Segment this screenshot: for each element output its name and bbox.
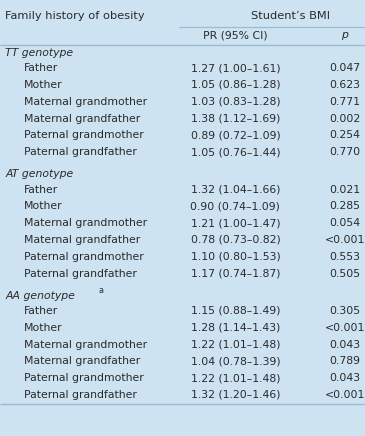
Text: <0.001: <0.001 (325, 323, 365, 333)
Text: Father: Father (24, 306, 58, 316)
Text: 0.771: 0.771 (330, 97, 360, 107)
Text: 0.021: 0.021 (329, 184, 361, 194)
Text: 0.770: 0.770 (329, 147, 361, 157)
Text: <0.001: <0.001 (325, 235, 365, 245)
Text: TT genotype: TT genotype (5, 48, 74, 58)
Text: AA genotype: AA genotype (5, 290, 75, 300)
Text: 0.90 (0.74–1.09): 0.90 (0.74–1.09) (191, 201, 280, 211)
Text: 1.03 (0.83–1.28): 1.03 (0.83–1.28) (191, 97, 280, 107)
Text: Paternal grandmother: Paternal grandmother (24, 252, 143, 262)
Text: Maternal grandmother: Maternal grandmother (24, 97, 147, 107)
Text: Maternal grandmother: Maternal grandmother (24, 340, 147, 350)
Text: 0.054: 0.054 (329, 218, 361, 228)
Text: Paternal grandfather: Paternal grandfather (24, 390, 137, 400)
Text: Maternal grandfather: Maternal grandfather (24, 356, 140, 366)
Text: Paternal grandmother: Paternal grandmother (24, 373, 143, 383)
Text: PR (95% CI): PR (95% CI) (203, 30, 268, 40)
Text: 0.553: 0.553 (330, 252, 360, 262)
Text: 0.89 (0.72–1.09): 0.89 (0.72–1.09) (191, 130, 280, 140)
Text: 0.789: 0.789 (330, 356, 360, 366)
Text: Paternal grandfather: Paternal grandfather (24, 147, 137, 157)
Text: 0.505: 0.505 (329, 269, 361, 279)
Text: Paternal grandmother: Paternal grandmother (24, 130, 143, 140)
Text: a: a (99, 286, 104, 295)
Text: 1.17 (0.74–1.87): 1.17 (0.74–1.87) (191, 269, 280, 279)
Text: 0.002: 0.002 (329, 113, 361, 123)
Text: <0.001: <0.001 (325, 390, 365, 400)
Text: 1.38 (1.12–1.69): 1.38 (1.12–1.69) (191, 113, 280, 123)
Text: Maternal grandfather: Maternal grandfather (24, 235, 140, 245)
Text: 0.043: 0.043 (329, 373, 361, 383)
Text: 1.04 (0.78–1.39): 1.04 (0.78–1.39) (191, 356, 280, 366)
Text: Maternal grandmother: Maternal grandmother (24, 218, 147, 228)
Text: 1.05 (0.86–1.28): 1.05 (0.86–1.28) (191, 80, 280, 90)
Text: 0.254: 0.254 (330, 130, 360, 140)
Text: 0.043: 0.043 (329, 340, 361, 350)
Text: 1.27 (1.00–1.61): 1.27 (1.00–1.61) (191, 63, 280, 73)
Text: 1.10 (0.80–1.53): 1.10 (0.80–1.53) (191, 252, 280, 262)
Text: 1.05 (0.76–1.44): 1.05 (0.76–1.44) (191, 147, 280, 157)
Text: 0.047: 0.047 (329, 63, 361, 73)
Text: Mother: Mother (24, 323, 62, 333)
Text: Mother: Mother (24, 201, 62, 211)
Text: 1.32 (1.04–1.66): 1.32 (1.04–1.66) (191, 184, 280, 194)
Text: 1.28 (1.14–1.43): 1.28 (1.14–1.43) (191, 323, 280, 333)
Text: 1.32 (1.20–1.46): 1.32 (1.20–1.46) (191, 390, 280, 400)
Text: Father: Father (24, 184, 58, 194)
Text: 1.15 (0.88–1.49): 1.15 (0.88–1.49) (191, 306, 280, 316)
Text: Maternal grandfather: Maternal grandfather (24, 113, 140, 123)
Text: 0.623: 0.623 (330, 80, 360, 90)
Text: Father: Father (24, 63, 58, 73)
Text: Student’s BMI: Student’s BMI (251, 11, 330, 21)
Text: Paternal grandfather: Paternal grandfather (24, 269, 137, 279)
Text: 1.22 (1.01–1.48): 1.22 (1.01–1.48) (191, 373, 280, 383)
Text: 0.305: 0.305 (329, 306, 361, 316)
Text: 1.21 (1.00–1.47): 1.21 (1.00–1.47) (191, 218, 280, 228)
Text: Family history of obesity: Family history of obesity (5, 11, 145, 21)
Text: 1.22 (1.01–1.48): 1.22 (1.01–1.48) (191, 340, 280, 350)
Text: p: p (342, 30, 348, 40)
Text: 0.285: 0.285 (330, 201, 360, 211)
Text: 0.78 (0.73–0.82): 0.78 (0.73–0.82) (191, 235, 280, 245)
Text: AT genotype: AT genotype (5, 169, 74, 179)
Text: Mother: Mother (24, 80, 62, 90)
